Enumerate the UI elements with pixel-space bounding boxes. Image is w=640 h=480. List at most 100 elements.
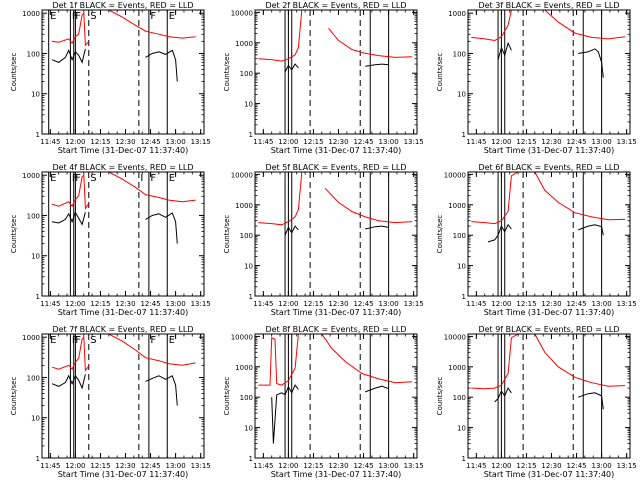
marker-label: S bbox=[90, 11, 96, 22]
chart-title: Det 6f BLACK = Events, RED = LLD bbox=[478, 163, 619, 172]
lld-series-line bbox=[258, 10, 303, 62]
x-axis-label: Start Time (31-Dec-07 11:37:40) bbox=[271, 146, 402, 155]
marker-label: F bbox=[72, 11, 78, 22]
chart-panel-5: Det 5f BLACK = Events, RED = LLD 1 10 100 10… bbox=[223, 163, 424, 317]
y-tick-label: 1 bbox=[462, 293, 466, 301]
lld-series-line bbox=[108, 10, 196, 39]
y-tick-label: 10 bbox=[457, 425, 466, 433]
x-tick-label: 13:15 bbox=[404, 462, 424, 470]
y-tick-label: 1 bbox=[462, 455, 466, 463]
lld-series-line bbox=[534, 172, 626, 221]
y-tick-label: 100 bbox=[453, 232, 466, 240]
plot-frame bbox=[467, 333, 631, 459]
y-tick-label: 100 bbox=[240, 394, 253, 402]
x-tick-label: 13:00 bbox=[166, 300, 186, 308]
x-tick-label: 12:30 bbox=[328, 462, 348, 470]
x-tick-label: 12:00 bbox=[278, 300, 298, 308]
y-tick-label: 1000 bbox=[235, 202, 253, 210]
lld-series-line bbox=[471, 172, 519, 225]
lld-series-line bbox=[108, 334, 196, 366]
events-series-line bbox=[578, 392, 604, 410]
events-series-line bbox=[145, 49, 178, 82]
x-tick-label: 11:45 bbox=[253, 462, 273, 470]
x-tick-label: 13:00 bbox=[166, 138, 186, 146]
y-axis-label: Counts/sec bbox=[223, 53, 231, 92]
x-axis-label: Start Time (31-Dec-07 11:37:40) bbox=[58, 470, 189, 479]
lld-series-line bbox=[258, 172, 303, 226]
x-tick-label: 12:00 bbox=[65, 462, 85, 470]
plot-frame bbox=[467, 9, 631, 135]
chart-title: Det 7f BLACK = Events, RED = LLD bbox=[52, 325, 193, 334]
lld-series-line bbox=[544, 10, 626, 40]
plot-frame bbox=[254, 333, 418, 459]
chart-title: Det 2f BLACK = Events, RED = LLD bbox=[265, 1, 406, 10]
events-series-line bbox=[145, 212, 178, 244]
x-tick-label: 12:15 bbox=[303, 300, 323, 308]
x-tick-label: 13:15 bbox=[191, 138, 211, 146]
lld-series-line bbox=[321, 334, 413, 384]
marker-label: F bbox=[75, 11, 81, 22]
y-tick-label: 10000 bbox=[231, 9, 253, 17]
plot-frame bbox=[254, 171, 418, 297]
x-tick-label: 12:00 bbox=[491, 300, 511, 308]
x-tick-label: 12:45 bbox=[140, 138, 160, 146]
y-tick-label: 10000 bbox=[231, 171, 253, 179]
y-axis-label: Counts/sec bbox=[10, 377, 18, 416]
events-series-line bbox=[578, 224, 604, 236]
marker-label: F bbox=[150, 173, 156, 184]
marker-label: F bbox=[150, 11, 156, 22]
plot-frame bbox=[254, 9, 418, 135]
y-tick-label: 10000 bbox=[444, 333, 466, 341]
x-tick-label: 13:15 bbox=[617, 300, 637, 308]
chart-panel-6: Det 6f BLACK = Events, RED = LLD 1 10 100 10… bbox=[436, 163, 637, 317]
x-tick-label: 12:45 bbox=[566, 462, 586, 470]
events-series-line bbox=[365, 385, 389, 393]
y-axis-label: Counts/sec bbox=[10, 215, 18, 254]
y-tick-label: 100 bbox=[240, 70, 253, 78]
events-series-line bbox=[145, 375, 178, 406]
x-tick-label: 12:45 bbox=[353, 300, 373, 308]
events-series-line bbox=[284, 225, 299, 236]
marker-label: E bbox=[169, 11, 175, 22]
marker-label: E bbox=[50, 335, 56, 346]
marker-label: E bbox=[50, 11, 56, 22]
y-tick-label: 1000 bbox=[448, 202, 466, 210]
lld-series-line bbox=[328, 27, 413, 58]
x-tick-label: 12:45 bbox=[566, 300, 586, 308]
x-tick-label: 12:00 bbox=[491, 138, 511, 146]
x-tick-label: 13:15 bbox=[404, 138, 424, 146]
y-tick-label: 1000 bbox=[448, 10, 466, 18]
y-tick-label: 1 bbox=[36, 293, 40, 301]
y-tick-label: 1000 bbox=[22, 334, 40, 342]
y-axis-label: Counts/sec bbox=[436, 377, 444, 416]
x-tick-label: 12:30 bbox=[328, 300, 348, 308]
y-tick-label: 10 bbox=[457, 91, 466, 99]
y-tick-label: 100 bbox=[240, 232, 253, 240]
x-axis-label: Start Time (31-Dec-07 11:37:40) bbox=[58, 308, 189, 317]
x-tick-label: 11:45 bbox=[466, 138, 486, 146]
x-axis-label: Start Time (31-Dec-07 11:37:40) bbox=[484, 146, 615, 155]
y-tick-label: 10 bbox=[244, 101, 253, 109]
x-tick-label: 13:00 bbox=[592, 462, 612, 470]
x-tick-label: 11:45 bbox=[466, 300, 486, 308]
x-tick-label: 13:00 bbox=[592, 300, 612, 308]
y-tick-label: 1 bbox=[249, 455, 253, 463]
x-tick-label: 13:00 bbox=[166, 462, 186, 470]
x-tick-label: 13:15 bbox=[404, 300, 424, 308]
lld-series-line bbox=[51, 336, 90, 372]
events-series-line bbox=[494, 387, 512, 403]
x-axis-label: Start Time (31-Dec-07 11:37:40) bbox=[58, 146, 189, 155]
y-tick-label: 1 bbox=[36, 455, 40, 463]
events-series-line bbox=[365, 225, 389, 230]
marker-label: F bbox=[75, 173, 81, 184]
y-tick-label: 100 bbox=[27, 374, 40, 382]
x-tick-label: 12:45 bbox=[140, 300, 160, 308]
y-tick-label: 10 bbox=[31, 91, 40, 99]
y-axis-label: Counts/sec bbox=[223, 377, 231, 416]
x-tick-label: 12:00 bbox=[278, 462, 298, 470]
y-tick-label: 1000 bbox=[22, 172, 40, 180]
x-tick-label: 11:45 bbox=[253, 138, 273, 146]
events-series-line bbox=[51, 211, 86, 226]
